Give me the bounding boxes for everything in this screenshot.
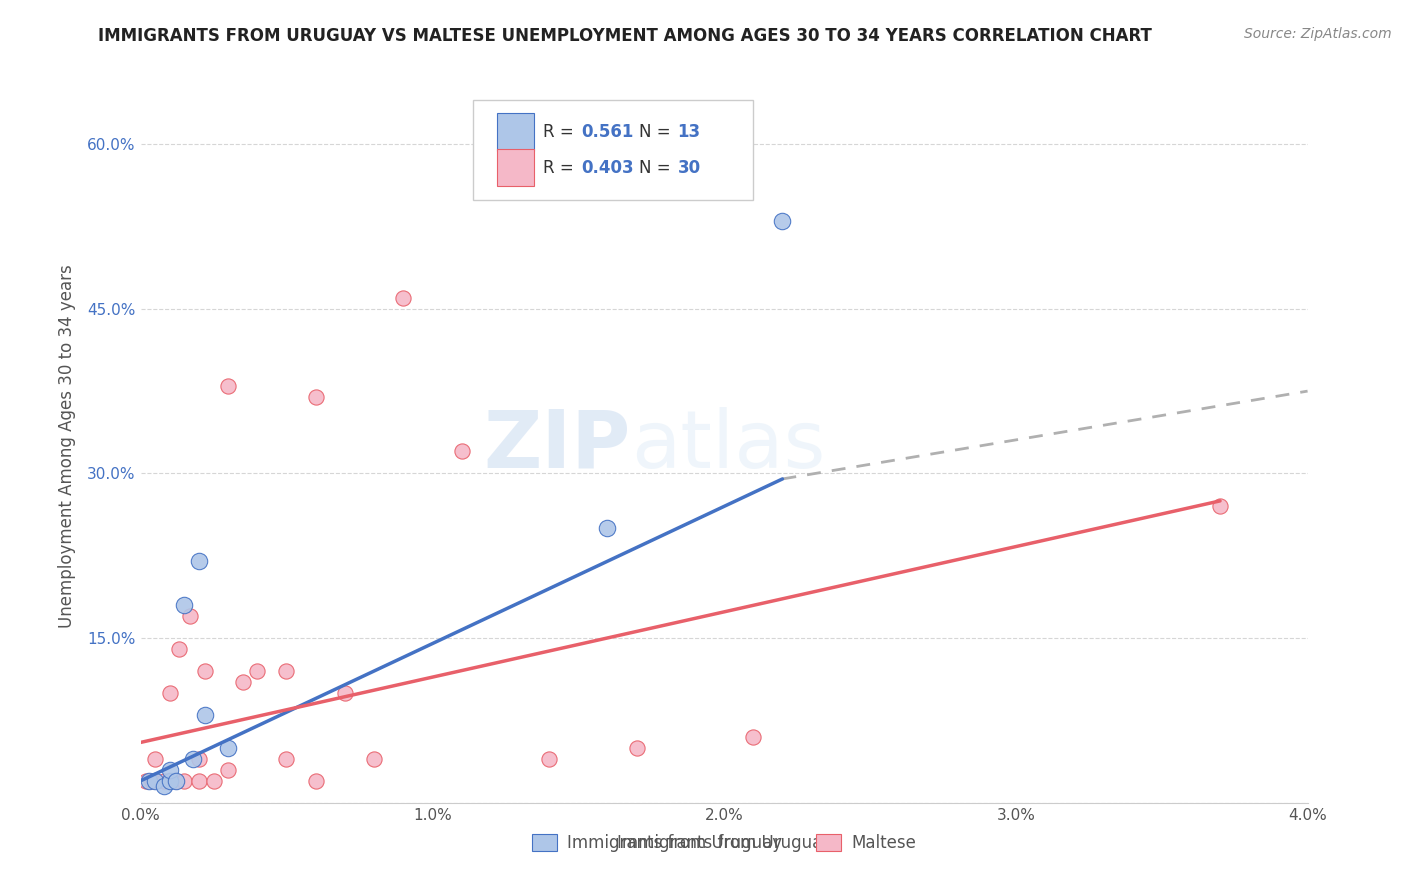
Point — [143, 773, 166, 788]
Point — [141, 773, 163, 788]
Point — [450, 444, 472, 458]
Point — [159, 773, 181, 788]
Point — [392, 291, 415, 305]
Text: IMMIGRANTS FROM URUGUAY VS MALTESE UNEMPLOYMENT AMONG AGES 30 TO 34 YEARS CORREL: IMMIGRANTS FROM URUGUAY VS MALTESE UNEMP… — [98, 27, 1153, 45]
Point — [194, 708, 217, 723]
Text: R =: R = — [543, 159, 579, 177]
Text: R =: R = — [543, 123, 579, 141]
Text: N =: N = — [638, 159, 676, 177]
Point — [772, 214, 794, 228]
Point — [159, 763, 181, 777]
Point — [188, 773, 211, 788]
Point — [363, 752, 385, 766]
Point — [305, 773, 328, 788]
Point — [202, 773, 225, 788]
Point — [742, 730, 765, 744]
Point — [276, 752, 298, 766]
Point — [626, 740, 648, 755]
X-axis label: Immigrants from Uruguay: Immigrants from Uruguay — [616, 834, 832, 852]
Point — [333, 686, 356, 700]
Point — [217, 378, 239, 392]
Point — [188, 554, 211, 568]
Text: 0.403: 0.403 — [582, 159, 634, 177]
Point — [217, 763, 239, 777]
Text: 13: 13 — [678, 123, 700, 141]
FancyBboxPatch shape — [496, 113, 534, 151]
Point — [217, 740, 239, 755]
FancyBboxPatch shape — [496, 149, 534, 186]
Point — [538, 752, 561, 766]
Legend: Immigrants from Uruguay, Maltese: Immigrants from Uruguay, Maltese — [526, 827, 922, 859]
Point — [305, 390, 328, 404]
Point — [165, 773, 187, 788]
Point — [167, 642, 190, 657]
Text: ZIP: ZIP — [484, 407, 631, 485]
Point — [173, 773, 195, 788]
Point — [188, 752, 211, 766]
Point — [276, 664, 298, 678]
Point — [232, 675, 254, 690]
Text: 0.561: 0.561 — [582, 123, 634, 141]
Point — [596, 521, 619, 535]
Point — [179, 609, 201, 624]
Text: 30: 30 — [678, 159, 700, 177]
Point — [173, 598, 195, 612]
Point — [181, 752, 204, 766]
Point — [246, 664, 269, 678]
Point — [138, 773, 160, 788]
Text: atlas: atlas — [631, 407, 825, 485]
Point — [153, 773, 176, 788]
Point — [135, 773, 157, 788]
Point — [194, 664, 217, 678]
Text: Source: ZipAtlas.com: Source: ZipAtlas.com — [1244, 27, 1392, 41]
Text: N =: N = — [638, 123, 676, 141]
FancyBboxPatch shape — [474, 100, 754, 200]
Point — [1209, 500, 1232, 514]
Point — [159, 773, 181, 788]
Point — [153, 780, 176, 794]
Point — [165, 773, 187, 788]
Point — [159, 686, 181, 700]
Y-axis label: Unemployment Among Ages 30 to 34 years: Unemployment Among Ages 30 to 34 years — [58, 264, 76, 628]
Point — [143, 752, 166, 766]
